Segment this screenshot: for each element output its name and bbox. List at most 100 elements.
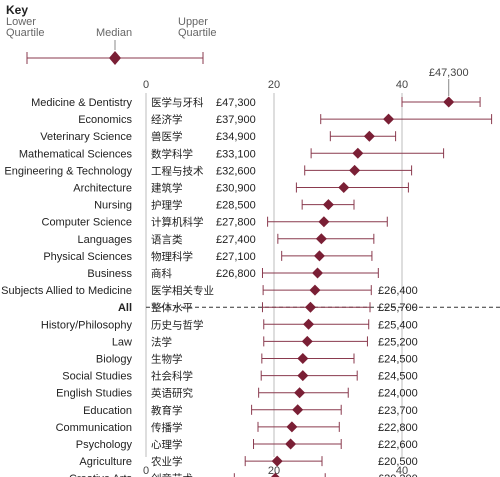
median-diamond bbox=[322, 199, 334, 211]
subject-chinese-label: 历史与哲学 bbox=[151, 318, 204, 331]
median-diamond bbox=[270, 472, 280, 477]
x-axis-top-ticks: 0 20 40 bbox=[143, 79, 408, 91]
subject-label: Creative Arts bbox=[69, 473, 132, 477]
median-diamond bbox=[294, 387, 306, 399]
median-salary-label: £25,200 bbox=[378, 336, 418, 348]
median-salary-label: £24,500 bbox=[378, 354, 418, 366]
median-salary-label: £23,700 bbox=[378, 405, 418, 417]
median-diamond bbox=[309, 284, 321, 296]
subject-label: History/Philosophy bbox=[41, 319, 133, 331]
x-tick-label-bottom: 40 bbox=[396, 465, 408, 477]
chart-row: Social Studies 社会科学 £24,500 bbox=[62, 370, 417, 383]
subject-label: Languages bbox=[78, 234, 133, 246]
median-salary-label: £26,400 bbox=[378, 285, 418, 297]
subject-label: Economics bbox=[78, 114, 132, 126]
subject-label: Social Studies bbox=[62, 371, 132, 383]
subject-chinese-label: 经济学 bbox=[151, 113, 183, 126]
median-salary-label: £30,900 bbox=[216, 183, 256, 195]
median-salary-label: £34,900 bbox=[216, 131, 256, 143]
subject-chinese-label: 计算机科学 bbox=[151, 216, 204, 229]
subject-chinese-label: 建筑学 bbox=[151, 182, 183, 195]
median-salary-label: £20,200 bbox=[378, 473, 418, 477]
key-upper-label-line2: Quartile bbox=[178, 27, 217, 39]
subject-label: Architecture bbox=[73, 183, 132, 195]
subject-chinese-label: 语言类 bbox=[151, 233, 183, 246]
subject-label: Nursing bbox=[94, 200, 132, 212]
chart-rows: Medicine & Dentistry 医学与牙科 £47,300 Economic… bbox=[1, 67, 500, 477]
subject-label: All bbox=[118, 302, 132, 314]
subject-chinese-label: 数学科学 bbox=[151, 147, 193, 160]
subject-chinese-label: 兽医学 bbox=[151, 130, 183, 143]
median-diamond bbox=[286, 421, 298, 433]
subject-label: Business bbox=[87, 268, 132, 280]
chart-row: Architecture 建筑学 £30,900 bbox=[73, 182, 409, 195]
median-diamond bbox=[363, 130, 375, 142]
chart-row: Agriculture 农业学 £20,500 bbox=[79, 455, 417, 468]
median-salary-label: £28,500 bbox=[216, 200, 256, 212]
subject-label: Agriculture bbox=[79, 456, 132, 468]
median-diamond bbox=[303, 318, 315, 330]
chart-row: Languages 语言类 £27,400 bbox=[78, 233, 375, 246]
chart-key: Key Lower Quartile Median Upper Quartile bbox=[6, 3, 217, 65]
subject-chinese-label: 农业学 bbox=[151, 455, 183, 468]
chart-row: Economics 经济学 £37,900 bbox=[78, 113, 493, 126]
subject-label: Veterinary Science bbox=[40, 131, 132, 143]
subject-chinese-label: 商科 bbox=[151, 267, 172, 280]
chart-row: Veterinary Science 兽医学 £34,900 bbox=[40, 130, 397, 143]
subject-chinese-label: 法学 bbox=[151, 335, 172, 348]
subject-chinese-label: 整体水平 bbox=[151, 301, 193, 314]
subject-label: Physical Sciences bbox=[43, 251, 132, 263]
median-salary-label: £27,100 bbox=[216, 251, 256, 263]
median-annotation: £47,300 bbox=[429, 67, 469, 79]
subject-chinese-label: 生物学 bbox=[151, 353, 183, 366]
subject-label: Law bbox=[112, 336, 132, 348]
median-diamond bbox=[313, 250, 325, 262]
subject-label: Mathematical Sciences bbox=[19, 148, 133, 160]
median-salary-label: £24,500 bbox=[378, 371, 418, 383]
subject-chinese-label: 医学与牙科 bbox=[151, 96, 204, 109]
median-diamond bbox=[301, 335, 313, 347]
key-lower-label-line1: Lower bbox=[6, 16, 36, 28]
x-tick-label-top: 40 bbox=[396, 79, 408, 91]
chart-row: All 整体水平 £25,700 bbox=[118, 301, 500, 314]
x-tick-label-top: 20 bbox=[268, 79, 280, 91]
median-diamond bbox=[304, 301, 316, 313]
median-diamond bbox=[383, 113, 395, 125]
median-salary-label: £32,600 bbox=[216, 165, 256, 177]
median-salary-label: £47,300 bbox=[216, 97, 256, 109]
median-diamond bbox=[443, 96, 455, 108]
subject-chinese-label: 社会科学 bbox=[151, 370, 193, 383]
median-diamond bbox=[349, 164, 361, 176]
subject-label: Education bbox=[83, 405, 132, 417]
key-median-label: Median bbox=[96, 27, 132, 39]
x-tick-label-top: 0 bbox=[143, 79, 149, 91]
subject-label: English Studies bbox=[56, 388, 132, 400]
median-diamond bbox=[271, 455, 283, 467]
key-lower-label-line2: Quartile bbox=[6, 27, 45, 39]
subject-chinese-label: 工程与技术 bbox=[151, 164, 204, 177]
subject-chinese-label: 心理学 bbox=[151, 438, 183, 451]
subject-label: Psychology bbox=[76, 439, 133, 451]
chart-row: Psychology 心理学 £22,600 bbox=[76, 438, 418, 451]
median-diamond bbox=[318, 216, 330, 228]
median-salary-label: £25,400 bbox=[378, 319, 418, 331]
subject-label: Communication bbox=[56, 422, 132, 434]
key-median-diamond bbox=[109, 51, 121, 65]
median-salary-label: £22,800 bbox=[378, 422, 418, 434]
median-salary-label: £27,400 bbox=[216, 234, 256, 246]
chart-row: English Studies 英语研究 £24,000 bbox=[56, 387, 418, 400]
chart-row: Mathematical Sciences 数学科学 £33,100 bbox=[19, 147, 445, 160]
subject-chinese-label: 医学相关专业 bbox=[151, 284, 214, 297]
median-diamond bbox=[315, 233, 327, 245]
chart-row: Engineering & Technology 工程与技术 £32,600 bbox=[4, 164, 413, 177]
median-diamond bbox=[297, 370, 309, 382]
subject-chinese-label: 教育学 bbox=[151, 404, 183, 417]
chart-row: Medicine & Dentistry 医学与牙科 £47,300 bbox=[31, 96, 481, 109]
subject-chinese-label: 英语研究 bbox=[151, 387, 193, 400]
median-salary-label: £27,800 bbox=[216, 217, 256, 229]
subject-label: Engineering & Technology bbox=[4, 165, 132, 177]
median-diamond bbox=[285, 438, 297, 450]
subject-chinese-label: 创意艺术 bbox=[151, 472, 193, 477]
x-tick-label-bottom: 20 bbox=[268, 465, 280, 477]
median-salary-label: £20,500 bbox=[378, 456, 418, 468]
